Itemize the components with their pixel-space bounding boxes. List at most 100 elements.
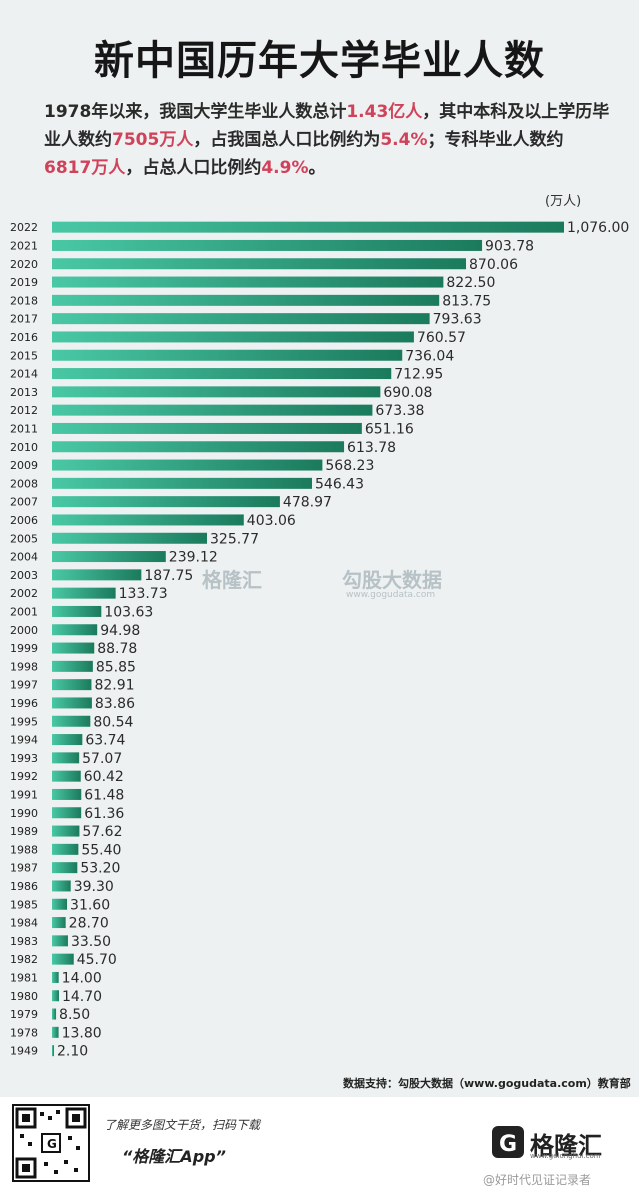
value-label: 82.91 bbox=[94, 678, 134, 694]
intro-part: ；专科毕业人数约 bbox=[427, 130, 564, 150]
bar bbox=[52, 587, 116, 599]
bar bbox=[52, 477, 313, 489]
year-label: 1983 bbox=[10, 935, 38, 948]
watermark-url: www.gogudata.com bbox=[346, 590, 436, 600]
year-label: 2007 bbox=[10, 496, 38, 509]
year-label: 2010 bbox=[10, 441, 38, 454]
value-label: 14.70 bbox=[62, 989, 102, 1005]
value-label: 45.70 bbox=[77, 952, 117, 968]
bar bbox=[52, 752, 80, 764]
bar bbox=[52, 331, 414, 343]
intro-part: 1978年以来，我国大学生毕业人数总计 bbox=[44, 102, 347, 122]
value-label: 822.50 bbox=[446, 275, 495, 291]
value-label: 690.08 bbox=[383, 385, 432, 401]
bar bbox=[52, 679, 92, 691]
value-label: 1,076.00 bbox=[567, 220, 629, 236]
bar bbox=[52, 935, 68, 947]
intro-highlight-total: 1.43亿人 bbox=[346, 102, 423, 122]
bar bbox=[52, 386, 381, 398]
intro-part: ，占我国总人口比例约为 bbox=[193, 130, 381, 150]
year-label: 1979 bbox=[10, 1008, 38, 1021]
value-label: 57.62 bbox=[82, 824, 122, 840]
value-label: 103.63 bbox=[104, 604, 153, 620]
year-label: 2021 bbox=[10, 239, 38, 252]
value-label: 546.43 bbox=[315, 476, 364, 492]
bar bbox=[52, 880, 71, 892]
value-label: 870.06 bbox=[469, 257, 518, 273]
year-label: 2001 bbox=[10, 605, 38, 618]
value-label: 61.48 bbox=[84, 787, 124, 803]
year-label: 1985 bbox=[10, 898, 38, 911]
year-label: 1949 bbox=[10, 1045, 38, 1058]
bar bbox=[52, 1045, 54, 1057]
value-label: 613.78 bbox=[347, 440, 396, 456]
year-label: 1982 bbox=[10, 953, 38, 966]
bar bbox=[52, 624, 98, 636]
value-label: 63.74 bbox=[85, 733, 125, 749]
value-label: 53.20 bbox=[80, 861, 120, 877]
intro-part: ，其中本科及以上学历毕业人数约 bbox=[44, 102, 610, 150]
bar bbox=[52, 953, 74, 965]
bar bbox=[52, 917, 66, 929]
bar bbox=[52, 715, 91, 727]
bar bbox=[52, 532, 208, 544]
year-label: 1980 bbox=[10, 990, 38, 1003]
watermark-data: 勾股大数据 bbox=[342, 568, 442, 592]
year-label: 2006 bbox=[10, 514, 38, 527]
bar bbox=[52, 368, 392, 380]
value-label: 88.78 bbox=[97, 641, 137, 657]
footer bbox=[0, 1097, 639, 1200]
value-label: 85.85 bbox=[96, 659, 136, 675]
watermark-brand: 格隆汇 bbox=[202, 568, 262, 592]
bar bbox=[52, 276, 444, 288]
bar bbox=[52, 313, 430, 325]
year-label: 2003 bbox=[10, 569, 38, 582]
bar bbox=[52, 404, 373, 416]
value-label: 2.10 bbox=[57, 1044, 88, 1060]
year-label: 1992 bbox=[10, 770, 38, 783]
bar bbox=[52, 898, 68, 910]
intro-highlight-college: 6817万人 bbox=[44, 158, 126, 178]
bar bbox=[52, 862, 78, 874]
bar bbox=[52, 459, 323, 471]
bar bbox=[52, 697, 92, 709]
bar bbox=[52, 825, 80, 837]
bar-chart: 2022 1,076.00 2021 903.78 2020 870.06 2019 822.… bbox=[10, 220, 629, 1060]
bar bbox=[52, 258, 467, 270]
value-label: 61.36 bbox=[84, 806, 124, 822]
value-label: 673.38 bbox=[375, 403, 424, 419]
value-label: 28.70 bbox=[69, 916, 109, 932]
bar bbox=[52, 807, 82, 819]
svg-text:G: G bbox=[47, 1137, 57, 1151]
year-label: 2008 bbox=[10, 477, 38, 490]
svg-text:G: G bbox=[499, 1132, 517, 1157]
year-label: 1981 bbox=[10, 971, 38, 984]
chart-title: 新中国历年大学毕业人数 bbox=[94, 38, 545, 84]
unit-label: (万人) bbox=[545, 194, 582, 209]
year-label: 2022 bbox=[10, 221, 38, 234]
year-label: 1989 bbox=[10, 825, 38, 838]
intro-text: 1978年以来，我国大学生毕业人数总计1.43亿人，其中本科及以上学历毕业人数约… bbox=[44, 98, 610, 182]
bar bbox=[52, 422, 362, 434]
year-label: 1984 bbox=[10, 917, 38, 930]
year-label: 2011 bbox=[10, 422, 38, 435]
year-label: 2005 bbox=[10, 532, 38, 545]
intro-highlight-college-pct: 4.9% bbox=[261, 158, 309, 178]
value-label: 793.63 bbox=[433, 312, 482, 328]
year-label: 2000 bbox=[10, 624, 38, 637]
year-label: 2009 bbox=[10, 459, 38, 472]
year-label: 2014 bbox=[10, 368, 38, 381]
value-label: 187.75 bbox=[144, 568, 193, 584]
year-label: 2017 bbox=[10, 313, 38, 326]
data-source: 数据支持：勾股大数据（www.gogudata.com）教育部 bbox=[343, 1077, 631, 1090]
bar bbox=[52, 441, 345, 453]
value-label: 133.73 bbox=[119, 586, 168, 602]
value-label: 80.54 bbox=[93, 714, 133, 730]
bar bbox=[52, 971, 59, 983]
year-label: 1998 bbox=[10, 660, 38, 673]
year-label: 1993 bbox=[10, 752, 38, 765]
bar bbox=[52, 239, 483, 251]
year-label: 2004 bbox=[10, 551, 38, 564]
value-label: 651.16 bbox=[365, 421, 414, 437]
year-label: 1988 bbox=[10, 843, 38, 856]
